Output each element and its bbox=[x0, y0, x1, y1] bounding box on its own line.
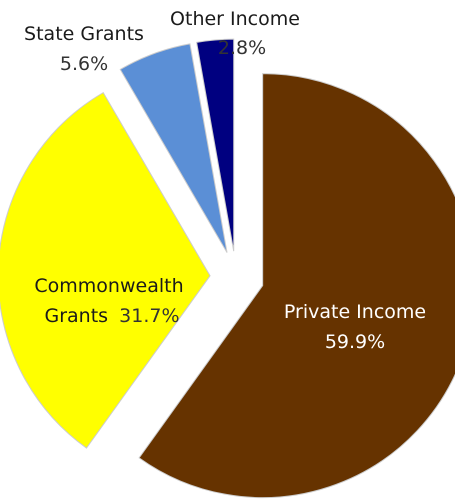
label-other-income-name: Other Income bbox=[170, 8, 300, 30]
label-state-grants-pct: 5.6% bbox=[60, 53, 108, 75]
label-private-income-pct: 59.9% bbox=[325, 331, 385, 353]
label-other-income-pct: 2.8% bbox=[218, 37, 266, 59]
label-state-grants-name: State Grants bbox=[24, 23, 144, 45]
pie-slices bbox=[0, 38, 455, 499]
label-commonwealth-pct: 31.7% bbox=[119, 305, 179, 327]
label-private-income-name: Private Income bbox=[284, 301, 426, 323]
label-commonwealth-line2: Grants 31.7% bbox=[44, 305, 179, 327]
slice-commonwealth-grants bbox=[0, 91, 211, 449]
slice-private-income bbox=[138, 73, 455, 499]
slice-other-income bbox=[196, 38, 235, 252]
label-commonwealth-name-line2: Grants bbox=[44, 305, 108, 327]
label-commonwealth-name-line1: Commonwealth bbox=[34, 275, 183, 297]
slice-state-grants bbox=[119, 43, 228, 253]
